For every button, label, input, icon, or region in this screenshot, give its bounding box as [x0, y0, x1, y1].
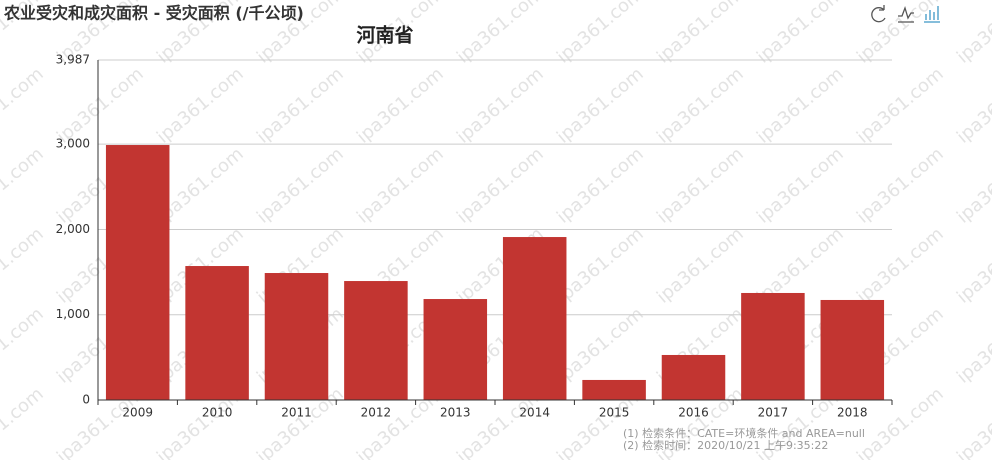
y-tick-label: 1,000 [56, 307, 90, 321]
x-tick-label: 2018 [837, 406, 868, 420]
bar [820, 299, 885, 400]
watermark: ipa361.com [553, 223, 648, 307]
watermark: ipa361.com [353, 143, 448, 227]
watermark: ipa361.com [853, 223, 948, 307]
bar [185, 266, 249, 400]
restore-button[interactable] [871, 5, 886, 23]
y-tick-label: 0 [82, 393, 90, 407]
x-tick-label: 2015 [599, 406, 630, 420]
bar [105, 145, 170, 400]
watermark: ipa361.com [553, 303, 648, 387]
watermark: ipa361.com [753, 63, 848, 147]
watermark: ipa361.com [253, 63, 348, 147]
bar [661, 354, 726, 400]
y-tick-label: 3,000 [56, 137, 90, 151]
chart-title: 农业受灾和成灾面积 - 受灾面积 (/千公顷) [3, 4, 304, 23]
watermark: ipa361.com [653, 223, 748, 307]
x-tick-label: 2016 [678, 406, 709, 420]
bar [344, 281, 408, 400]
watermark: ipa361.com [653, 143, 748, 227]
toolbox [871, 5, 940, 23]
x-tick-label: 2009 [122, 406, 153, 420]
watermark: ipa361.com [553, 143, 648, 227]
watermark: ipa361.com [753, 0, 848, 68]
x-tick-label: 2010 [202, 406, 233, 420]
watermark: ipa361.com [153, 63, 248, 147]
bar-button[interactable] [924, 6, 940, 23]
watermark: ipa361.com [953, 63, 992, 147]
watermark: ipa361.com [453, 63, 548, 147]
x-tick-label: 2012 [361, 406, 392, 420]
bar [502, 237, 567, 400]
watermark: ipa361.com [553, 63, 648, 147]
watermark: ipa361.com [853, 63, 948, 147]
y-tick-label: 2,000 [56, 222, 90, 236]
watermark: ipa361.com [853, 0, 948, 68]
watermark: ipa361.com [0, 63, 48, 147]
watermark: ipa361.com [953, 303, 992, 387]
watermark: ipa361.com [953, 143, 992, 227]
watermark: ipa361.com [0, 303, 48, 387]
watermark: ipa361.com [253, 143, 348, 227]
y-tick-label: 3,987 [56, 53, 90, 67]
watermark: ipa361.com [53, 63, 148, 147]
x-tick-label: 2013 [440, 406, 471, 420]
watermark: ipa361.com [953, 223, 992, 307]
line-button[interactable] [898, 5, 914, 23]
watermark: ipa361.com [953, 0, 992, 68]
watermark: ipa361.com [653, 63, 748, 147]
bar [264, 273, 329, 400]
x-tick-label: 2017 [758, 406, 789, 420]
bar [423, 299, 488, 400]
watermark: ipa361.com [753, 143, 848, 227]
watermark: ipa361.com [853, 143, 948, 227]
bar [582, 379, 646, 400]
bar [741, 292, 805, 400]
chart-subtitle: 河南省 [356, 25, 413, 47]
watermark: ipa361.com [453, 143, 548, 227]
x-tick-label: 2014 [519, 406, 550, 420]
x-tick-label: 2011 [281, 406, 312, 420]
watermark: ipa361.com [453, 0, 548, 68]
watermark: ipa361.com [0, 143, 48, 227]
watermark: ipa361.com [0, 383, 48, 460]
footnote: (2) 检索时间：2020/10/21 上午9:35:22 [623, 438, 828, 452]
watermark: ipa361.com [0, 223, 48, 307]
watermark: ipa361.com [553, 0, 648, 68]
footnote: (1) 检索条件：CATE=环境条件 and AREA=null [623, 426, 865, 440]
watermark: ipa361.com [953, 383, 992, 460]
watermark: ipa361.com [653, 0, 748, 68]
watermark: ipa361.com [353, 63, 448, 147]
